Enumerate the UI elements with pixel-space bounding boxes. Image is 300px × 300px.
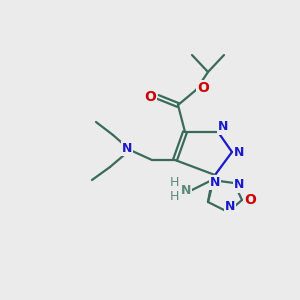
Text: N: N: [234, 178, 244, 191]
Text: H: H: [169, 176, 179, 188]
Text: N: N: [181, 184, 191, 196]
Text: N: N: [210, 176, 220, 188]
Text: O: O: [197, 81, 209, 95]
Text: N: N: [218, 121, 228, 134]
Text: H: H: [169, 190, 179, 203]
Text: O: O: [244, 193, 256, 207]
Text: N: N: [225, 200, 235, 214]
Text: N: N: [234, 146, 244, 158]
Text: O: O: [144, 90, 156, 104]
Text: N: N: [122, 142, 132, 154]
